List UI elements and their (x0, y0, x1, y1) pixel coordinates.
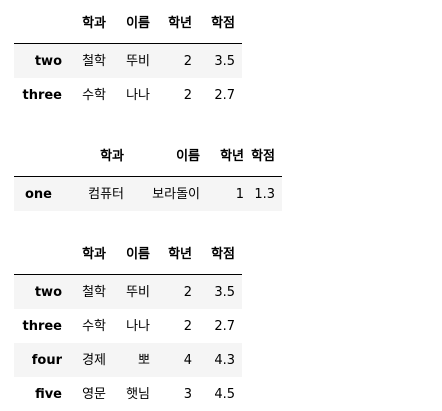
column-header-dept: 학과 (100, 149, 124, 164)
column-header-year: 학년 (220, 149, 244, 164)
column-header-gpa: 학점 (251, 149, 275, 164)
column-header-name: 이름 (126, 247, 150, 262)
cell-year: 2 (183, 87, 192, 103)
cell-year: 3 (183, 386, 192, 402)
column-header-gpa: 학점 (211, 16, 235, 31)
cell-gpa: 3.5 (214, 284, 235, 300)
table-row: four 경제 뽀 4 4.3 (14, 343, 242, 377)
cell-name: 나나 (126, 87, 150, 103)
header-row: 학과 이름 학년 학점 (14, 4, 242, 44)
dataframe-table-2: 학과 이름 학년 학점 one 컴퓨터 보라돌이 1 1.3 (14, 137, 282, 211)
cell-dept: 영문 (82, 386, 106, 402)
cell-year: 2 (183, 53, 192, 69)
cell-year: 4 (183, 352, 192, 368)
row-index: two (34, 284, 62, 300)
cell-year: 2 (183, 318, 192, 334)
cell-dept: 철학 (82, 53, 106, 69)
table-row: five 영문 햇님 3 4.5 (14, 377, 242, 411)
row-index: four (31, 352, 62, 368)
row-index: two (34, 53, 62, 69)
dataframe-table-1: 학과 이름 학년 학점 two 철학 뚜비 2 3.5 three 수학 나나 … (14, 4, 242, 112)
cell-dept: 수학 (82, 318, 106, 334)
column-header-year: 학년 (168, 247, 192, 262)
row-index: three (22, 87, 62, 103)
header-row: 학과 이름 학년 학점 (14, 137, 282, 177)
cell-gpa: 3.5 (214, 53, 235, 69)
cell-gpa: 2.7 (214, 318, 235, 334)
cell-dept: 철학 (82, 284, 106, 300)
column-header-name: 이름 (126, 16, 150, 31)
column-header-name: 이름 (176, 149, 200, 164)
cell-name: 보라돌이 (152, 186, 200, 202)
header-row: 학과 이름 학년 학점 (14, 235, 242, 275)
column-header-gpa: 학점 (211, 247, 235, 262)
cell-year: 2 (183, 284, 192, 300)
cell-year: 1 (235, 186, 244, 202)
row-index: five (35, 386, 62, 402)
row-index: one (24, 186, 52, 202)
cell-dept: 수학 (82, 87, 106, 103)
dataframe-table-3: 학과 이름 학년 학점 two 철학 뚜비 2 3.5 three 수학 나나 … (14, 235, 242, 411)
row-index: three (22, 318, 62, 334)
cell-name: 나나 (126, 318, 150, 334)
table-row: three 수학 나나 2 2.7 (14, 78, 242, 112)
column-header-dept: 학과 (82, 247, 106, 262)
cell-name: 뽀 (138, 352, 150, 368)
index-header (14, 4, 62, 44)
cell-gpa: 4.5 (214, 386, 235, 402)
column-header-dept: 학과 (82, 16, 106, 31)
cell-name: 햇님 (126, 386, 150, 402)
column-header-year: 학년 (168, 16, 192, 31)
cell-dept: 컴퓨터 (88, 186, 124, 202)
cell-gpa: 1.3 (254, 186, 275, 202)
cell-name: 뚜비 (126, 284, 150, 300)
cell-gpa: 4.3 (214, 352, 235, 368)
cell-dept: 경제 (82, 352, 106, 368)
table-row: three 수학 나나 2 2.7 (14, 309, 242, 343)
index-header (14, 235, 62, 275)
table-row: two 철학 뚜비 2 3.5 (14, 43, 242, 78)
cell-gpa: 2.7 (214, 87, 235, 103)
table-row: one 컴퓨터 보라돌이 1 1.3 (14, 176, 282, 211)
index-header (14, 137, 52, 177)
table-row: two 철학 뚜비 2 3.5 (14, 274, 242, 309)
cell-name: 뚜비 (126, 53, 150, 69)
